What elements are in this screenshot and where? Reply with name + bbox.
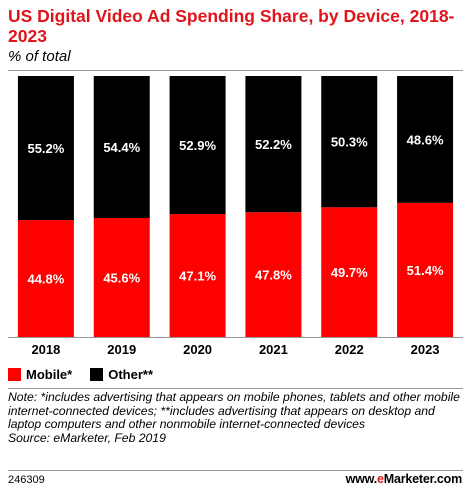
bar-mobile-2019 (93, 217, 150, 337)
bar-other-2022 (321, 76, 378, 208)
bar-mobile-2021 (245, 212, 302, 337)
bar-other-2018 (17, 76, 74, 221)
source-text: Source: eMarketer, Feb 2019 (8, 430, 166, 445)
legend-swatch-other (90, 367, 104, 381)
legend-item-mobile: Mobile* (8, 367, 72, 382)
bar-mobile-2020 (169, 214, 226, 337)
note-text: Note: *includes advertising that appears… (8, 390, 460, 431)
x-tick-label-2023: 2023 (411, 342, 440, 357)
bar-mobile-2022 (321, 207, 378, 337)
bar-mobile-2018 (17, 220, 74, 337)
legend-swatch-mobile (8, 367, 21, 381)
brand-logo: www.eMarketer.com (345, 472, 463, 486)
legend-label-mobile: Mobile* (26, 366, 73, 382)
bar-other-2020 (169, 76, 226, 215)
brand-e: e (377, 472, 384, 486)
data-label-other-2021: 52.2% (255, 137, 292, 152)
legend-item-other: Other** (90, 367, 153, 382)
bar-other-2023 (397, 76, 454, 203)
stacked-bar-chart: 44.8% 55.2% 2018 45.6% 54.4% 2019 47.1% 52.9% 20… (8, 76, 463, 357)
brand-suffix: Marketer.com (383, 472, 462, 486)
chart-title: US Digital Video Ad Spending Share, by D… (8, 6, 455, 46)
data-label-other-2023: 48.6% (407, 132, 444, 147)
data-label-other-2022: 50.3% (331, 135, 368, 150)
data-label-mobile-2021: 47.8% (255, 268, 292, 283)
brand-prefix: www. (345, 472, 378, 486)
data-label-mobile-2020: 47.1% (179, 269, 216, 284)
legend-divider (8, 388, 463, 389)
footnote: Note: *includes advertising that appears… (8, 390, 463, 445)
x-tick-label-2022: 2022 (335, 342, 364, 357)
data-label-other-2018: 55.2% (27, 141, 64, 156)
footer-divider (8, 470, 463, 471)
data-label-mobile-2023: 51.4% (407, 263, 444, 278)
top-divider (8, 70, 463, 71)
x-tick-label-2018: 2018 (31, 342, 60, 357)
data-label-mobile-2022: 49.7% (331, 265, 368, 280)
data-label-mobile-2018: 44.8% (27, 272, 64, 287)
x-tick-label-2021: 2021 (259, 342, 288, 357)
x-tick-label-2019: 2019 (107, 342, 136, 357)
data-label-other-2019: 54.4% (103, 140, 140, 155)
data-label-mobile-2019: 45.6% (103, 270, 140, 285)
bar-other-2021 (245, 76, 302, 213)
chart-legend: Mobile* Other** (8, 364, 171, 384)
x-tick-label-2020: 2020 (183, 342, 212, 357)
legend-label-other: Other** (108, 366, 154, 382)
chart-id: 246309 (8, 474, 45, 486)
bar-other-2019 (93, 76, 150, 218)
chart-subtitle: % of total (8, 48, 71, 65)
bar-mobile-2023 (397, 202, 454, 337)
data-label-other-2020: 52.9% (179, 138, 216, 153)
